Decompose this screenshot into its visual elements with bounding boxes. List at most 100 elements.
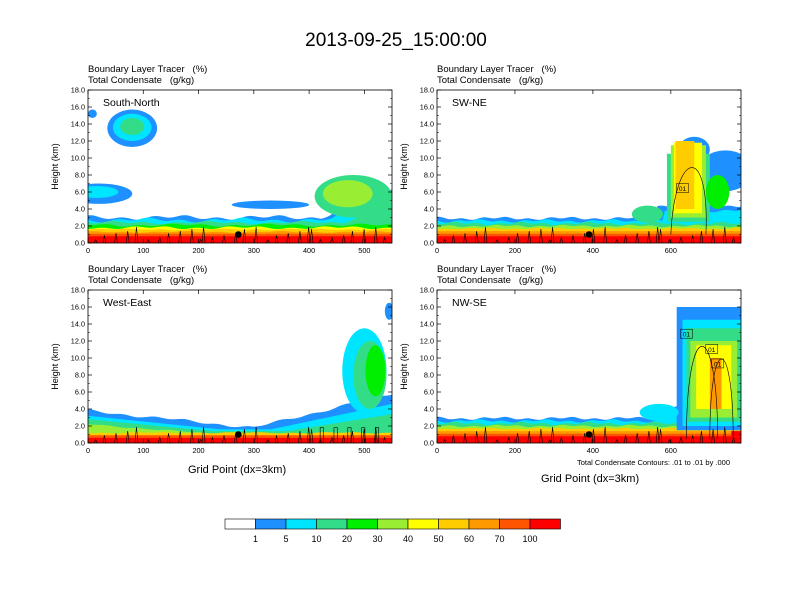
x-tick-label: 200 (192, 446, 204, 455)
contour-2 (658, 428, 663, 443)
contour-25 (515, 433, 520, 443)
y-tick-label: 0.0 (75, 239, 85, 248)
contour-27 (731, 436, 736, 443)
contour-label-box (711, 358, 724, 369)
panel-2-title-condensate: Total Condensate (g/kg) (437, 75, 544, 86)
location-marker (585, 231, 593, 238)
contour-18 (286, 433, 291, 443)
contour-16 (711, 228, 715, 243)
tracer-surface-core (731, 431, 741, 437)
x-axis-label-left: Grid Point (dx=3km) (188, 464, 287, 476)
contour-label-text: 01 (683, 332, 691, 339)
contour-5 (341, 235, 346, 243)
contour-4 (582, 233, 587, 243)
contour-13 (679, 236, 683, 243)
contour-11 (114, 233, 118, 243)
contour-26 (623, 435, 628, 443)
contour-28 (198, 438, 203, 443)
tracer-surface-strip (88, 238, 392, 243)
colorbar-label-3: 20 (342, 534, 352, 544)
condensate-contours (93, 426, 387, 443)
field-3: 01 01 01 (437, 290, 741, 443)
contour-13 (679, 436, 683, 443)
y-tick-label: 16.0 (420, 303, 434, 312)
condensate-contours (442, 167, 736, 243)
contour-8 (722, 426, 727, 443)
y-tick-label: 18.0 (71, 86, 85, 95)
contour-8 (373, 226, 378, 243)
contour-23 (591, 228, 596, 243)
y-tick-label: 2.0 (424, 422, 434, 431)
contour-19 (102, 235, 107, 243)
contour-5 (341, 435, 346, 443)
colorbar-box-4 (346, 518, 378, 530)
y-tick-label: 12.0 (71, 137, 85, 146)
contour-0 (93, 438, 98, 443)
contour-26 (274, 235, 279, 243)
location-marker (235, 431, 242, 438)
contour-26 (274, 435, 279, 443)
y-axis-label: Height (km) (399, 343, 409, 390)
contour-23 (242, 428, 247, 443)
panel-3-titles: Boundary Layer Tracer (%) Total Condensa… (88, 264, 207, 286)
contour-19 (451, 435, 456, 443)
y-tick-label: 8.0 (424, 371, 434, 380)
panel-4-title-tracer: Boundary Layer Tracer (%) (437, 264, 557, 275)
field-0 (88, 90, 392, 243)
y-tick-label: 18.0 (420, 286, 434, 295)
contour-3 (474, 431, 479, 443)
contour-9 (190, 228, 194, 243)
contour-2 (309, 428, 314, 443)
x-tick-label: 200 (509, 446, 521, 455)
y-tick-label: 0.0 (75, 439, 85, 448)
y-tick-label: 18.0 (420, 86, 434, 95)
contour-24 (699, 231, 704, 243)
contour-19 (451, 235, 456, 243)
panel-1-title-condensate: Total Condensate (g/kg) (88, 75, 195, 86)
y-axis-label: Height (km) (50, 343, 60, 390)
colorbar-box-9 (499, 518, 531, 530)
contour-28 (547, 438, 552, 443)
panel-label: West-East (103, 297, 151, 309)
y-tick-label: 2.0 (75, 222, 85, 231)
colorbar-label-7: 60 (464, 534, 474, 544)
colorbar-label-5: 40 (403, 534, 413, 544)
contour-label-0: 01 (676, 183, 689, 193)
contour-5 (690, 435, 695, 443)
panel-3-title-condensate: Total Condensate (g/kg) (88, 275, 195, 286)
x-tick-label: 100 (137, 246, 149, 255)
tracer-mid-sheet (231, 200, 310, 209)
contour-22 (483, 426, 488, 443)
x-tick-label: 400 (587, 446, 599, 455)
y-tick-label: 8.0 (75, 171, 85, 180)
y-tick-label: 18.0 (71, 286, 85, 295)
panel-3-title-tracer: Boundary Layer Tracer (%) (88, 264, 208, 275)
colorbar-box-0 (224, 518, 256, 530)
x-tick-label: 300 (248, 446, 260, 455)
contour-3 (125, 231, 130, 243)
panel-1-title-tracer: Boundary Layer Tracer (%) (88, 64, 208, 75)
contour-23 (591, 428, 596, 443)
colorbar-box-6 (407, 518, 439, 530)
panel-4-title-condensate: Total Condensate (g/kg) (437, 275, 544, 286)
contour-1 (550, 426, 555, 443)
contour-16 (362, 228, 366, 243)
contour-26 (623, 235, 628, 243)
contour-1 (550, 226, 555, 243)
colorbar-label-9: 100 (522, 534, 537, 544)
contour-24 (699, 431, 704, 443)
location-marker (235, 231, 242, 238)
contour-4 (582, 433, 587, 443)
contour-label-1: 01 (705, 344, 719, 354)
contour-9 (539, 228, 543, 243)
tracer-secondary-plume (705, 175, 730, 209)
x-tick-label: 0 (86, 246, 90, 255)
figure-title: 2013-09-25_15:00:00 (305, 30, 487, 51)
y-tick-label: 14.0 (420, 320, 434, 329)
colorbar-box-5 (377, 518, 409, 530)
contour-14 (495, 438, 499, 443)
panel-label: SW-NE (452, 97, 487, 109)
contour-20 (210, 236, 215, 243)
contour-22 (134, 426, 139, 443)
x-axis-label-right: Grid Point (dx=3km) (541, 473, 640, 485)
